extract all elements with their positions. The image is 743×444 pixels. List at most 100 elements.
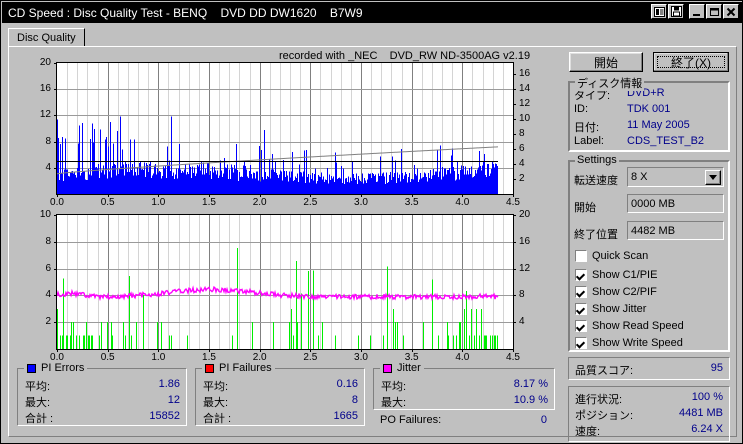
close-icon[interactable] bbox=[723, 4, 739, 19]
save-icon[interactable] bbox=[668, 4, 684, 19]
jitter-title-label: Jitter bbox=[397, 362, 421, 374]
title-bar: CD Speed : Disc Quality Test - BENQ DVD … bbox=[2, 2, 743, 23]
show-read-speed-checkbox[interactable] bbox=[575, 320, 587, 332]
start-position-input[interactable]: 0000 MB bbox=[627, 194, 724, 213]
title-bar-buttons bbox=[650, 4, 739, 19]
po-failures-label: PO Failures: bbox=[380, 414, 442, 426]
y-axis-tick-right: 12 bbox=[519, 98, 531, 110]
x-axis-tick: 3.5 bbox=[404, 197, 419, 208]
y-axis-tick-left: 8 bbox=[45, 235, 51, 247]
pi-failures-title-label: PI Failures bbox=[219, 362, 272, 374]
position-value: 4481 MB bbox=[678, 407, 723, 419]
y-axis-tick-right: 2 bbox=[519, 173, 525, 185]
x-axis-tick: 0.0 bbox=[50, 352, 64, 363]
window-title: CD Speed : Disc Quality Test - BENQ DVD … bbox=[8, 5, 363, 20]
pi-failures-color-swatch bbox=[205, 363, 214, 373]
end-position-label: 終了位置 bbox=[574, 229, 618, 241]
speed-label: 速度: bbox=[575, 426, 601, 438]
transfer-speed-select[interactable]: 8 X bbox=[627, 167, 724, 187]
checkbox-show-c1-pie[interactable]: Show C1/PIE bbox=[575, 269, 657, 281]
x-axis-tick: 1.5 bbox=[202, 197, 216, 208]
disc-label-label: Label: bbox=[574, 135, 604, 147]
minimize-icon[interactable] bbox=[689, 4, 705, 19]
end-position-input[interactable]: 4482 MB bbox=[627, 221, 724, 240]
card-icon[interactable] bbox=[651, 4, 667, 19]
tab-label: Disc Quality bbox=[17, 32, 76, 44]
checkbox-show-c2-pif[interactable]: Show C2/PIF bbox=[575, 286, 657, 298]
y-axis-tick-right: 6 bbox=[519, 143, 525, 155]
show-c2-pif-checkbox[interactable] bbox=[575, 286, 587, 298]
pi-errors-title: PI Errors bbox=[24, 362, 88, 374]
y-axis-tick-right: 8 bbox=[519, 289, 525, 301]
disc-date-value: 11 May 2005 bbox=[627, 119, 690, 131]
x-axis-tick: 3.5 bbox=[404, 352, 419, 363]
exit-button-label: 終了(X) bbox=[657, 56, 725, 70]
y-axis-tick-right: 16 bbox=[519, 68, 531, 80]
pi-errors-avg-label: 平均: bbox=[25, 381, 51, 393]
jitter-avg-value: 8.17 % bbox=[513, 378, 548, 390]
checkbox-show-jitter[interactable]: Show Jitter bbox=[575, 303, 646, 315]
start-button[interactable]: 開始 bbox=[569, 52, 643, 72]
settings-title: Settings bbox=[575, 154, 619, 166]
x-axis-tick: 0.0 bbox=[50, 197, 64, 208]
y-axis-tick-left: 8 bbox=[45, 135, 51, 147]
quick-scan-label: Quick Scan bbox=[592, 250, 649, 262]
x-axis-tick: 2.0 bbox=[252, 352, 267, 363]
pi-errors-total-label: 合計 : bbox=[25, 413, 54, 425]
exit-button[interactable]: 終了(X) bbox=[653, 52, 729, 72]
pi-failures-avg-value: 0.16 bbox=[336, 378, 358, 390]
y-axis-tick-right: 8 bbox=[519, 128, 525, 140]
show-c1-pie-checkbox[interactable] bbox=[575, 269, 587, 281]
x-axis-tick: 3.0 bbox=[354, 197, 368, 208]
quick-scan-checkbox[interactable] bbox=[575, 250, 587, 262]
y-axis-tick-right: 4 bbox=[519, 158, 525, 170]
y-axis-tick-right: 14 bbox=[519, 83, 531, 95]
show-write-speed-checkbox[interactable] bbox=[575, 337, 587, 349]
x-axis-tick: 0.5 bbox=[100, 352, 115, 363]
tab-disc-quality[interactable]: Disc Quality bbox=[8, 28, 85, 47]
pi-failures-avg-label: 平均: bbox=[203, 381, 229, 393]
progress-panel: 進行状況: 100 % ポジション: 4481 MB 速度: 6.24 X bbox=[568, 386, 730, 442]
progress-value: 100 % bbox=[691, 391, 723, 403]
checkbox-show-read-speed[interactable]: Show Read Speed bbox=[575, 320, 684, 332]
disc-type-label: タイプ: bbox=[574, 90, 611, 102]
x-axis-tick: 1.0 bbox=[151, 352, 166, 363]
x-axis-tick: 4.0 bbox=[455, 352, 470, 363]
x-axis-tick: 4.5 bbox=[506, 352, 520, 363]
jitter-avg-label: 平均: bbox=[381, 381, 407, 393]
show-jitter-label: Show Jitter bbox=[592, 303, 647, 315]
y-axis-tick-left: 6 bbox=[45, 262, 51, 274]
maximize-icon[interactable] bbox=[706, 4, 722, 19]
pi-errors-total-value: 15852 bbox=[149, 410, 180, 422]
quality-score-panel: 品質スコア: 95 bbox=[568, 357, 730, 380]
x-axis-tick: 1.5 bbox=[202, 352, 216, 363]
pi-failures-group: PI Failures 平均: 0.16 最大: 8 合計 : 1665 bbox=[195, 362, 365, 426]
start-button-label: 開始 bbox=[593, 55, 618, 70]
x-axis-tick: 4.0 bbox=[455, 197, 470, 208]
position-label: ポジション: bbox=[575, 410, 634, 422]
show-c1-pie-label: Show C1/PIE bbox=[592, 269, 658, 281]
y-axis-tick-left: 16 bbox=[39, 83, 51, 95]
y-axis-tick-left: 20 bbox=[39, 57, 51, 68]
show-jitter-checkbox[interactable] bbox=[575, 303, 587, 315]
transfer-speed-label: 転送速度 bbox=[574, 175, 618, 187]
checkbox-show-write-speed[interactable]: Show Write Speed bbox=[575, 337, 683, 349]
pi-failures-total-label: 合計 : bbox=[203, 413, 232, 425]
y-axis-tick-left: 10 bbox=[39, 209, 51, 220]
x-axis-tick: 2.5 bbox=[303, 197, 318, 208]
quality-score-label: 品質スコア: bbox=[575, 365, 634, 377]
show-write-speed-label: Show Write Speed bbox=[592, 337, 683, 349]
speed-value: 6.24 X bbox=[691, 423, 723, 435]
po-failures-value: 0 bbox=[540, 414, 547, 426]
quality-score-value: 95 bbox=[710, 362, 723, 374]
show-c2-pif-label: Show C2/PIF bbox=[592, 286, 657, 298]
transfer-speed-value: 8 X bbox=[631, 171, 648, 183]
pi-errors-max-label: 最大: bbox=[25, 397, 51, 409]
jitter-color-swatch bbox=[383, 363, 392, 373]
jitter-max-value: 10.9 % bbox=[513, 394, 548, 406]
disc-info-group: ディスク情報 タイプ: DVD+R ID: TDK 001 日付: 11 May… bbox=[568, 75, 730, 152]
end-position-value: 4482 MB bbox=[631, 224, 676, 237]
checkbox-quick-scan[interactable]: Quick Scan bbox=[575, 250, 648, 262]
chevron-down-icon[interactable] bbox=[705, 170, 721, 185]
